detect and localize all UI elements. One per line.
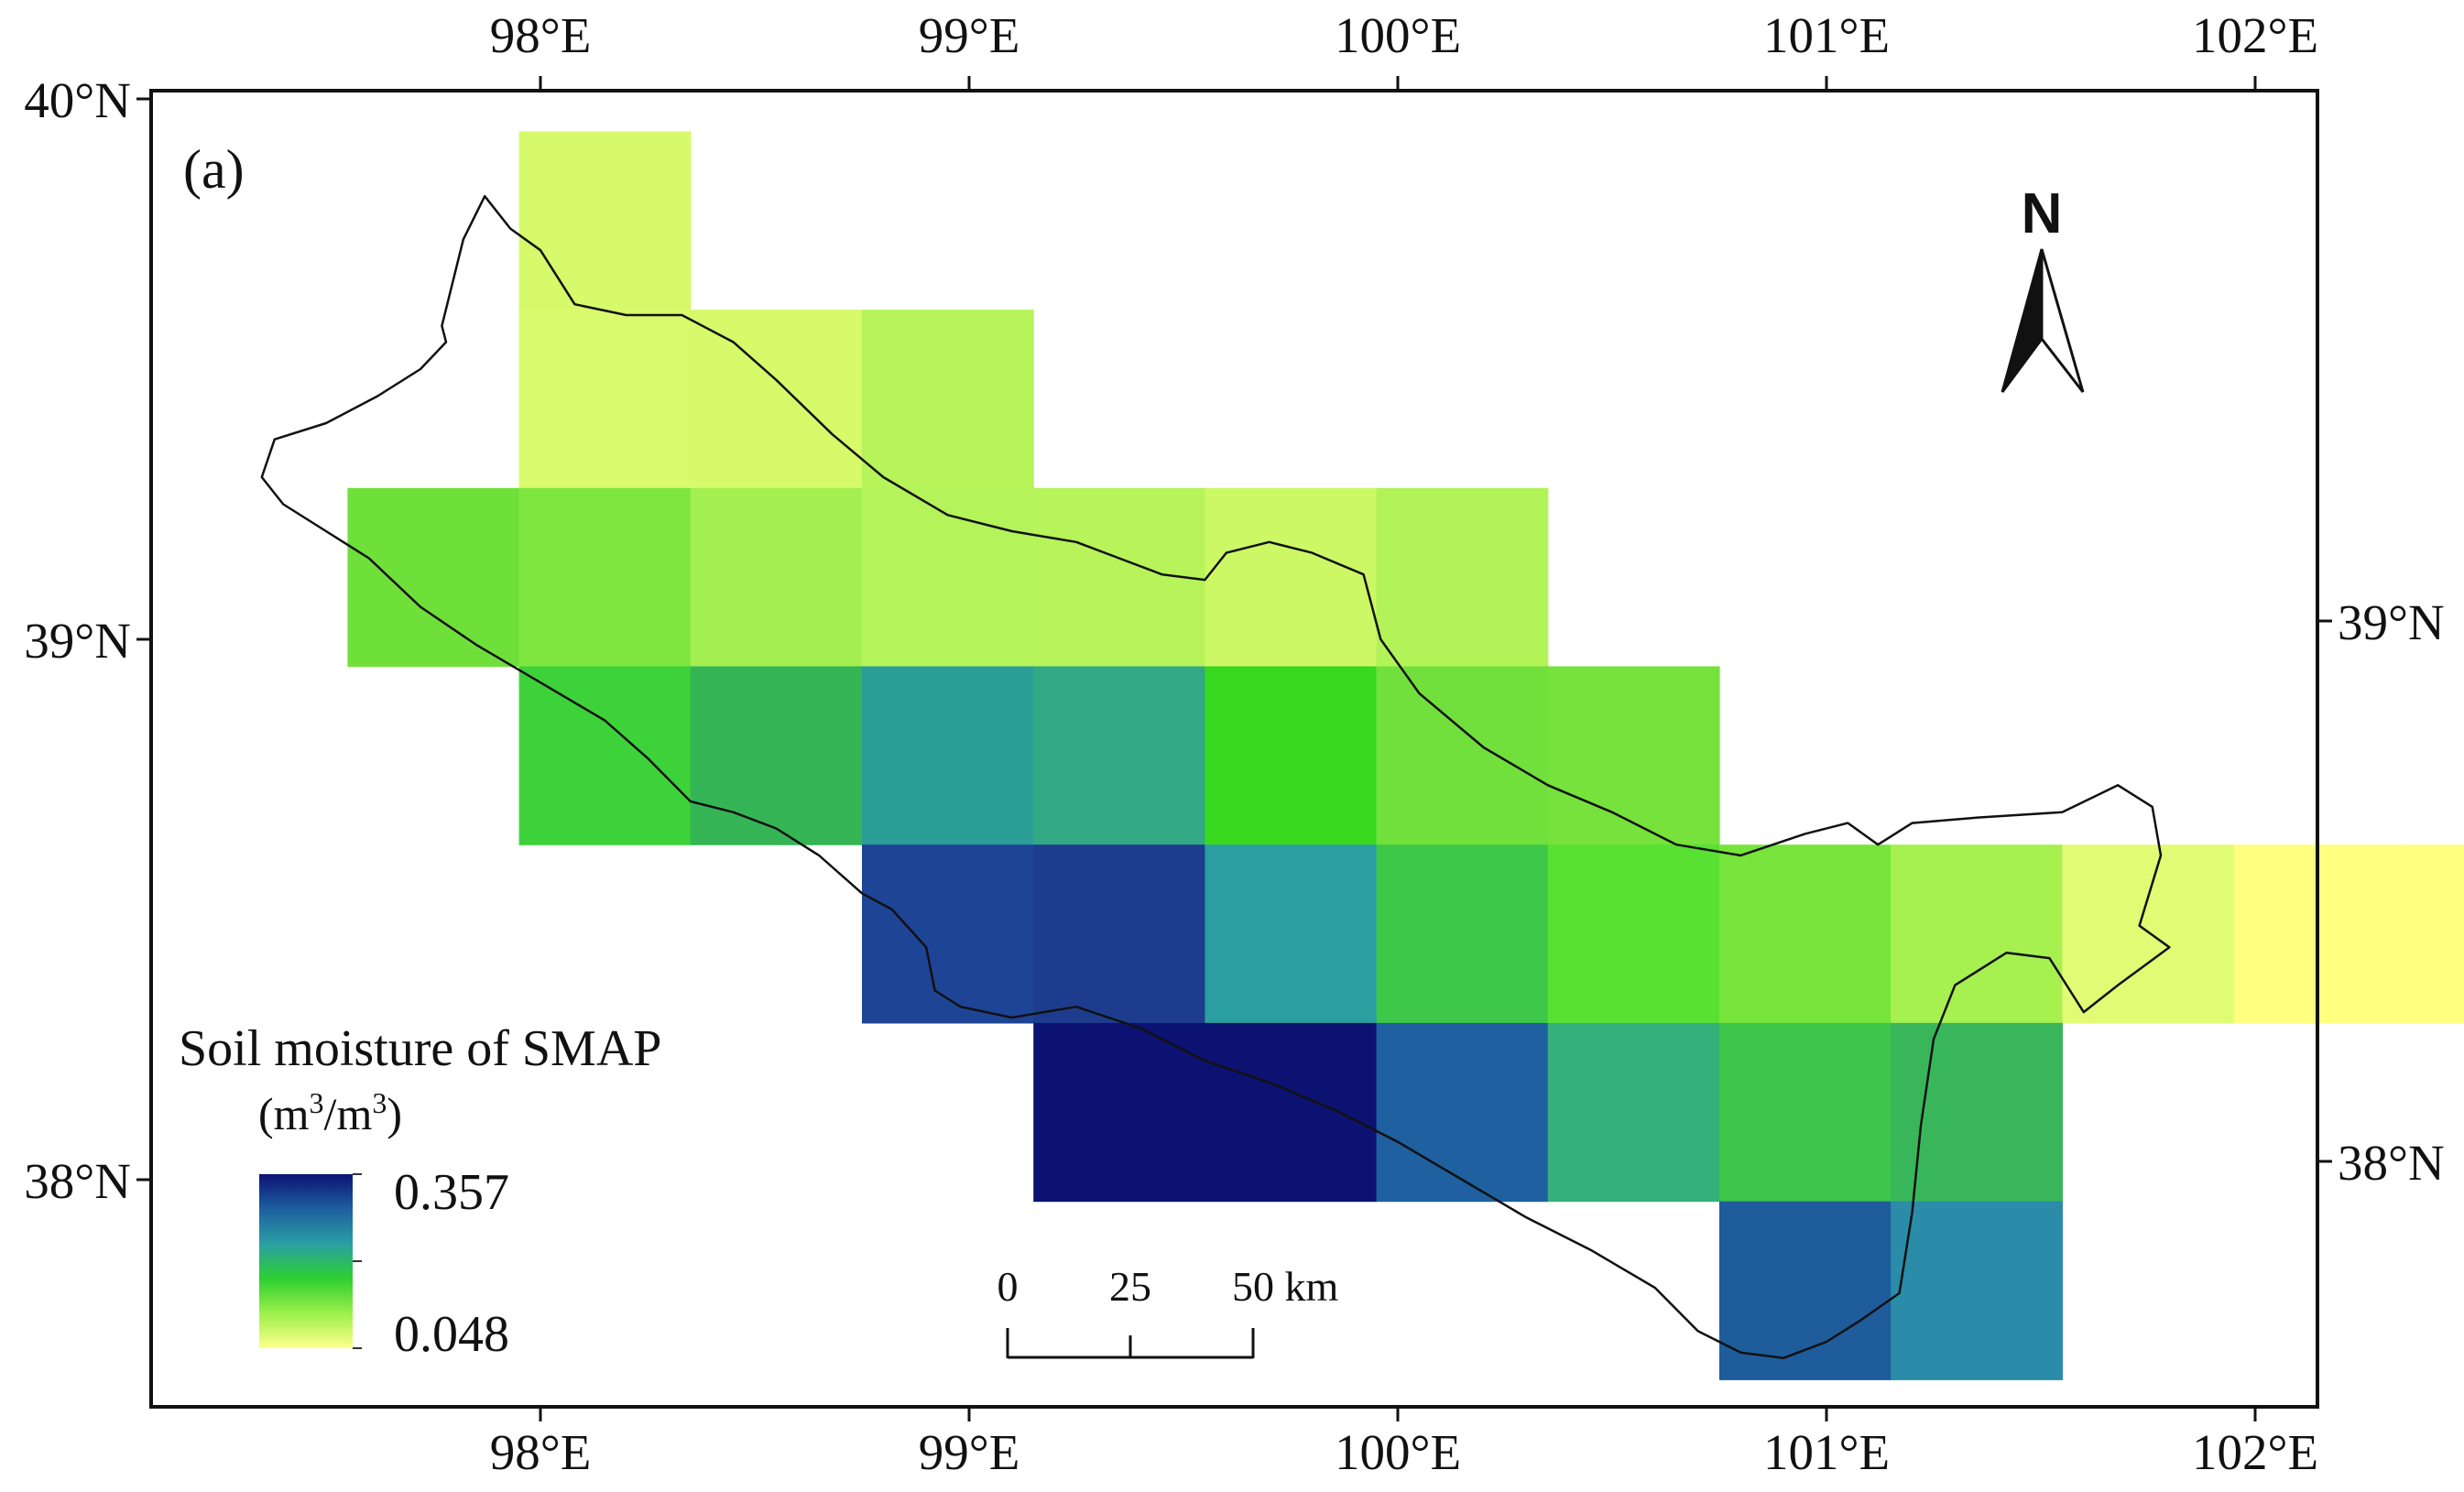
legend-unit-mid: /m [324,1088,373,1139]
legend-unit-sup1: 3 [310,1086,324,1119]
grid-cell-r5-c4 [1033,1022,1205,1203]
top-tick-label-99: 99°E [919,7,1020,63]
right-tick-label-39: 39°N [2338,594,2445,650]
grid-cell-r0-c1 [518,131,692,310]
grid-cell-r3-c4 [1033,666,1205,845]
legend-title: Soil moisture of SMAP [179,1020,661,1077]
legend-unit-sup2: 3 [372,1086,387,1119]
right-tick-label-38: 38°N [2338,1135,2445,1191]
grid-cell-r4-c6 [1376,844,1549,1024]
bottom-tick-label-99: 99°E [919,1424,1020,1480]
grid-cell-r4-c3 [862,844,1034,1024]
top-tick-label-101: 101°E [1763,7,1890,63]
grid-cell-r4-c12 [2404,844,2464,1024]
grid-cell-r2-c1 [518,487,692,668]
grid-cell-r4-c5 [1205,844,1378,1024]
north-letter: N [2022,182,2063,245]
bottom-tick-label-100: 100°E [1335,1424,1461,1480]
grid-cell-r5-c5 [1205,1022,1378,1203]
grid-cell-r3-c5 [1205,666,1378,845]
grid-cell-r2-c2 [690,487,863,668]
legend-unit-prefix: (m [258,1088,310,1139]
grid-cell-r5-c7 [1547,1022,1720,1203]
grid-cell-r2-c3 [862,487,1034,668]
north-arrow: N [2001,182,2085,393]
left-tick-label-38: 38°N [24,1153,131,1209]
grid-cell-r3-c2 [690,666,863,845]
grid-cell-r1-c2 [690,310,863,489]
grid-cell-r3-c6 [1376,666,1549,845]
grid-cell-r1-c3 [862,310,1034,489]
grid-cell-r2-c5 [1205,487,1378,668]
north-arrow-left-icon [2001,248,2044,393]
top-tick-label-100: 100°E [1335,7,1461,63]
grid-cell-r5-c8 [1719,1022,1892,1203]
panel-label: (a) [183,139,245,200]
study-area-boundary [260,194,2171,1359]
grid-cell-r4-c8 [1719,844,1892,1024]
grid-cell-r4-c11 [2233,844,2406,1024]
grid-cell-r4-c9 [1891,844,2063,1024]
legend-unit-suffix: ) [387,1088,402,1139]
grid-cell-r2-c0 [347,487,520,668]
north-arrow-right-icon [2040,248,2085,393]
legend-unit: (m3/m3) [258,1086,402,1139]
grid-cell-r4-c7 [1547,844,1720,1024]
legend-max-label: 0.357 [394,1164,509,1221]
bottom-tick-label-102: 102°E [2192,1424,2318,1480]
axis-ticks-layer: 98°E 99°E 100°E 101°E 102°E 98°E 99°E 100°E 101°… [24,7,2444,1480]
grid-cell-r4-c4 [1033,844,1205,1024]
scale-label-25: 25 [1109,1263,1151,1310]
grid-cell-r4-c10 [2062,844,2235,1024]
grid-cell-r3-c1 [518,666,692,845]
scale-bar: 0 25 50 km [998,1263,1339,1359]
scale-label-0: 0 [998,1263,1019,1310]
grid-cell-r5-c9 [1891,1022,2063,1203]
left-tick-label-40: 40°N [24,72,131,128]
legend-min-label: 0.048 [394,1306,509,1363]
top-tick-label-102: 102°E [2192,7,2318,63]
grid-cells-layer [347,131,2464,1380]
bottom-tick-label-98: 98°E [490,1424,592,1480]
grid-cell-r2-c6 [1376,487,1549,668]
scale-label-50: 50 km [1232,1263,1339,1310]
left-tick-label-39: 39°N [24,613,131,669]
grid-cell-r1-c1 [518,310,692,489]
grid-cell-r3-c3 [862,666,1034,845]
legend-color-ramp [259,1174,353,1348]
map-frame [149,89,2319,1409]
bottom-tick-label-101: 101°E [1763,1424,1890,1480]
grid-cell-r5-c6 [1376,1022,1549,1203]
grid-cell-r6-c9 [1891,1201,2063,1380]
top-tick-label-98: 98°E [490,7,592,63]
grid-cell-r3-c7 [1547,666,1720,845]
legend: Soil moisture of SMAP (m3/m3) 0.357 0.04… [179,1020,661,1363]
